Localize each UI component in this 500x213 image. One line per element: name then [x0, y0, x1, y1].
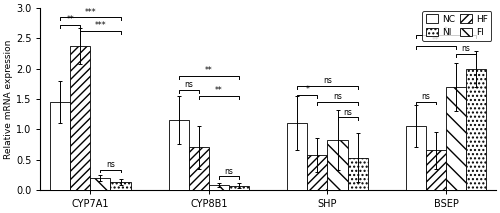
Bar	[406, 126, 426, 190]
Bar	[287, 123, 308, 190]
Text: ns: ns	[184, 80, 193, 89]
Text: ns: ns	[224, 167, 234, 176]
Bar	[328, 140, 347, 190]
Text: ns: ns	[422, 92, 430, 101]
Y-axis label: Relative mRNA expression: Relative mRNA expression	[4, 39, 13, 159]
Bar	[168, 120, 188, 190]
Text: **: **	[205, 66, 212, 75]
Text: ns: ns	[333, 92, 342, 101]
Text: ns: ns	[343, 108, 352, 117]
Bar	[308, 155, 328, 190]
Bar	[90, 178, 110, 190]
Text: *: *	[444, 26, 448, 35]
Text: **: **	[66, 15, 74, 24]
Bar	[426, 150, 446, 190]
Text: ns: ns	[323, 76, 332, 85]
Text: **: **	[215, 86, 223, 95]
Bar	[110, 182, 130, 190]
Bar	[466, 69, 486, 190]
Bar	[446, 87, 466, 190]
Text: ***: ***	[94, 21, 106, 30]
Bar	[209, 185, 229, 190]
Text: ns: ns	[106, 160, 115, 169]
Bar	[348, 158, 368, 190]
Bar	[50, 102, 70, 190]
Text: ns: ns	[462, 44, 470, 53]
Bar	[229, 186, 249, 190]
Bar	[188, 147, 209, 190]
Text: *: *	[306, 85, 309, 94]
Text: ***: ***	[84, 8, 96, 17]
Bar	[70, 46, 90, 190]
Legend: NC, NI, HF, FI: NC, NI, HF, FI	[422, 11, 492, 41]
Text: **: **	[432, 36, 440, 45]
